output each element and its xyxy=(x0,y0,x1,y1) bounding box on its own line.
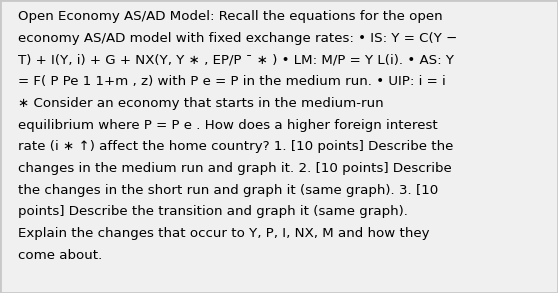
Text: Open Economy AS/AD Model: Recall the equations for the open: Open Economy AS/AD Model: Recall the equ… xyxy=(18,10,443,23)
Text: economy AS/AD model with fixed exchange rates: • IS: Y = C(Y −: economy AS/AD model with fixed exchange … xyxy=(18,32,458,45)
Text: rate (i ∗ ↑) affect the home country? 1. [10 points] Describe the: rate (i ∗ ↑) affect the home country? 1.… xyxy=(18,140,454,153)
Text: the changes in the short run and graph it (same graph). 3. [10: the changes in the short run and graph i… xyxy=(18,184,439,197)
Text: changes in the medium run and graph it. 2. [10 points] Describe: changes in the medium run and graph it. … xyxy=(18,162,452,175)
Text: T) + I(Y, i) + G + NX(Y, Y ∗ , EP/P ¯ ∗ ) • LM: M/P = Y L(i). • AS: Y: T) + I(Y, i) + G + NX(Y, Y ∗ , EP/P ¯ ∗ … xyxy=(18,54,454,67)
Text: equilibrium where P = P e . How does a higher foreign interest: equilibrium where P = P e . How does a h… xyxy=(18,119,438,132)
Text: Explain the changes that occur to Y, P, I, NX, M and how they: Explain the changes that occur to Y, P, … xyxy=(18,227,430,240)
Text: = F( P Pe 1 1+m , z) with P e = P in the medium run. • UIP: i = i: = F( P Pe 1 1+m , z) with P e = P in the… xyxy=(18,75,446,88)
Text: ∗ Consider an economy that starts in the medium-run: ∗ Consider an economy that starts in the… xyxy=(18,97,384,110)
Text: points] Describe the transition and graph it (same graph).: points] Describe the transition and grap… xyxy=(18,205,408,218)
Text: come about.: come about. xyxy=(18,249,103,262)
